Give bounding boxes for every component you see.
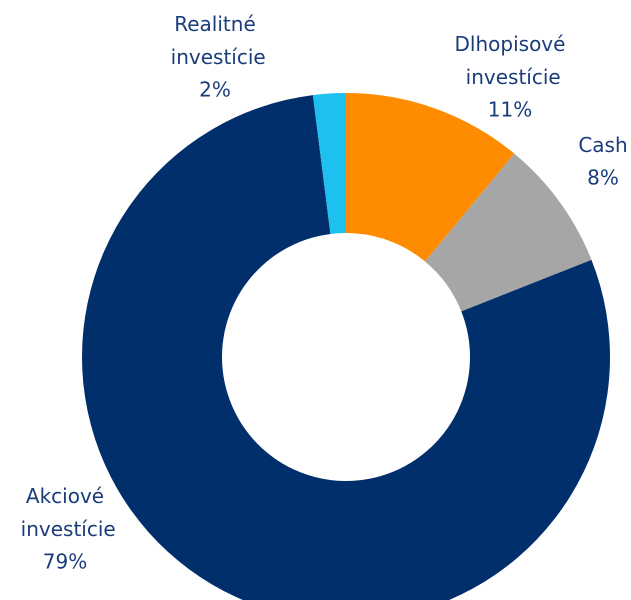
slice-label: Cash xyxy=(578,133,627,157)
slice-label: Akciové investície xyxy=(14,484,115,541)
donut-slice xyxy=(312,93,346,234)
donut-slice xyxy=(82,95,610,600)
slice-value: 8% xyxy=(587,166,619,190)
slice-value: 79% xyxy=(43,550,87,574)
donut-slice xyxy=(346,93,515,262)
slice-label: Realitné investície xyxy=(164,12,265,69)
slice-label: Dlhopisové investície xyxy=(455,32,566,89)
slice-value: 2% xyxy=(199,78,231,102)
slice-value: 11% xyxy=(488,98,532,122)
donut-slice xyxy=(425,153,592,312)
